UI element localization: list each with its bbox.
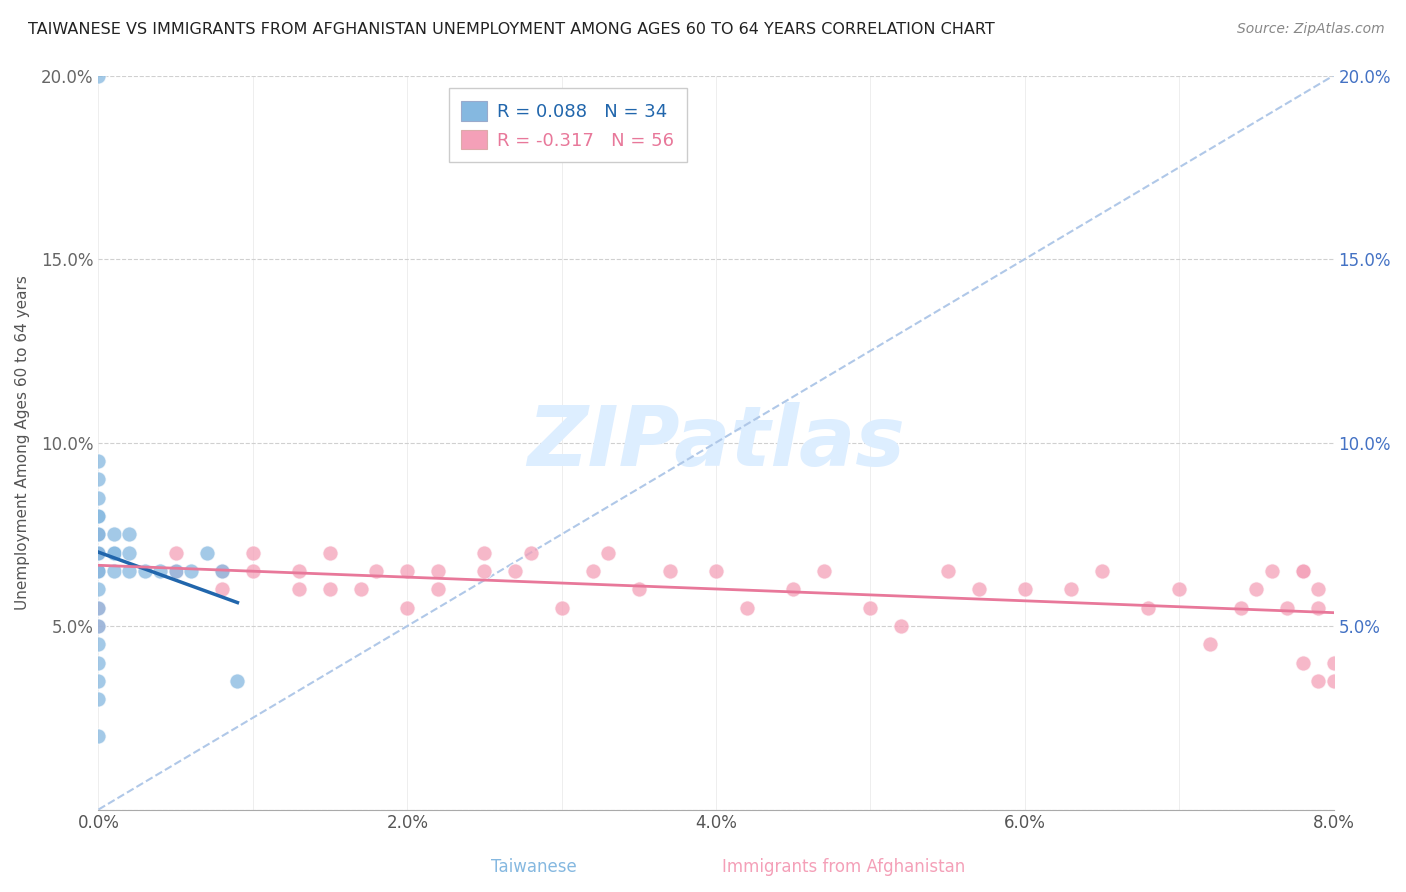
Point [87, 546, 110, 560]
Point [226, 674, 249, 689]
Point [1230, 600, 1253, 615]
Point [87, 472, 110, 486]
Point [505, 564, 527, 578]
Point [581, 564, 603, 578]
Point [87, 454, 110, 468]
Point [87, 564, 110, 578]
Point [1308, 600, 1330, 615]
Point [1323, 674, 1346, 689]
Y-axis label: Unemployment Among Ages 60 to 64 years: Unemployment Among Ages 60 to 64 years [15, 275, 30, 610]
Point [118, 527, 141, 541]
Point [87, 564, 110, 578]
Point [165, 564, 187, 578]
Point [211, 564, 233, 578]
Point [366, 564, 388, 578]
Point [87, 619, 110, 633]
Point [195, 546, 218, 560]
Point [134, 564, 156, 578]
Point [87, 527, 110, 541]
Point [288, 564, 311, 578]
Point [1246, 582, 1268, 597]
Point [1277, 600, 1299, 615]
Point [165, 564, 187, 578]
Point [735, 600, 758, 615]
Point [427, 564, 450, 578]
Point [211, 582, 233, 597]
Point [1091, 564, 1114, 578]
Point [87, 674, 110, 689]
Point [288, 582, 311, 597]
Point [1323, 656, 1346, 670]
Point [211, 564, 233, 578]
Point [474, 546, 496, 560]
Text: TAIWANESE VS IMMIGRANTS FROM AFGHANISTAN UNEMPLOYMENT AMONG AGES 60 TO 64 YEARS : TAIWANESE VS IMMIGRANTS FROM AFGHANISTAN… [28, 22, 995, 37]
Text: Taiwanese: Taiwanese [492, 858, 576, 876]
Point [87, 508, 110, 523]
Point [87, 692, 110, 706]
Point [936, 564, 959, 578]
Point [87, 527, 110, 541]
Point [118, 546, 141, 560]
Point [87, 546, 110, 560]
Point [87, 564, 110, 578]
Point [967, 582, 990, 597]
Point [1308, 582, 1330, 597]
Point [1199, 637, 1222, 651]
Point [103, 527, 125, 541]
Point [165, 546, 187, 560]
Text: Immigrants from Afghanistan: Immigrants from Afghanistan [721, 858, 966, 876]
Point [427, 582, 450, 597]
Point [87, 527, 110, 541]
Point [87, 546, 110, 560]
Point [87, 729, 110, 743]
Point [704, 564, 727, 578]
Point [103, 546, 125, 560]
Point [1060, 582, 1083, 597]
Point [87, 600, 110, 615]
Text: Source: ZipAtlas.com: Source: ZipAtlas.com [1237, 22, 1385, 37]
Point [149, 564, 172, 578]
Point [1292, 564, 1315, 578]
Point [520, 546, 543, 560]
Point [350, 582, 373, 597]
Point [319, 582, 342, 597]
Point [658, 564, 681, 578]
Point [118, 564, 141, 578]
Point [859, 600, 882, 615]
Point [782, 582, 804, 597]
Point [319, 546, 342, 560]
Point [87, 656, 110, 670]
Point [396, 600, 419, 615]
Point [474, 564, 496, 578]
Point [1308, 674, 1330, 689]
Point [242, 564, 264, 578]
Point [103, 564, 125, 578]
Point [813, 564, 835, 578]
Point [1014, 582, 1036, 597]
Text: ZIPatlas: ZIPatlas [527, 402, 905, 483]
Point [103, 546, 125, 560]
Point [1261, 564, 1284, 578]
Point [396, 564, 419, 578]
Point [87, 582, 110, 597]
Point [87, 69, 110, 83]
Point [87, 637, 110, 651]
Point [87, 508, 110, 523]
Point [87, 619, 110, 633]
Point [1137, 600, 1160, 615]
Legend: R = 0.088   N = 34, R = -0.317   N = 56: R = 0.088 N = 34, R = -0.317 N = 56 [449, 88, 688, 162]
Point [242, 546, 264, 560]
Point [596, 546, 619, 560]
Point [1292, 564, 1315, 578]
Point [1292, 656, 1315, 670]
Point [890, 619, 912, 633]
Point [180, 564, 202, 578]
Point [550, 600, 572, 615]
Point [627, 582, 650, 597]
Point [87, 600, 110, 615]
Point [1168, 582, 1191, 597]
Point [87, 491, 110, 505]
